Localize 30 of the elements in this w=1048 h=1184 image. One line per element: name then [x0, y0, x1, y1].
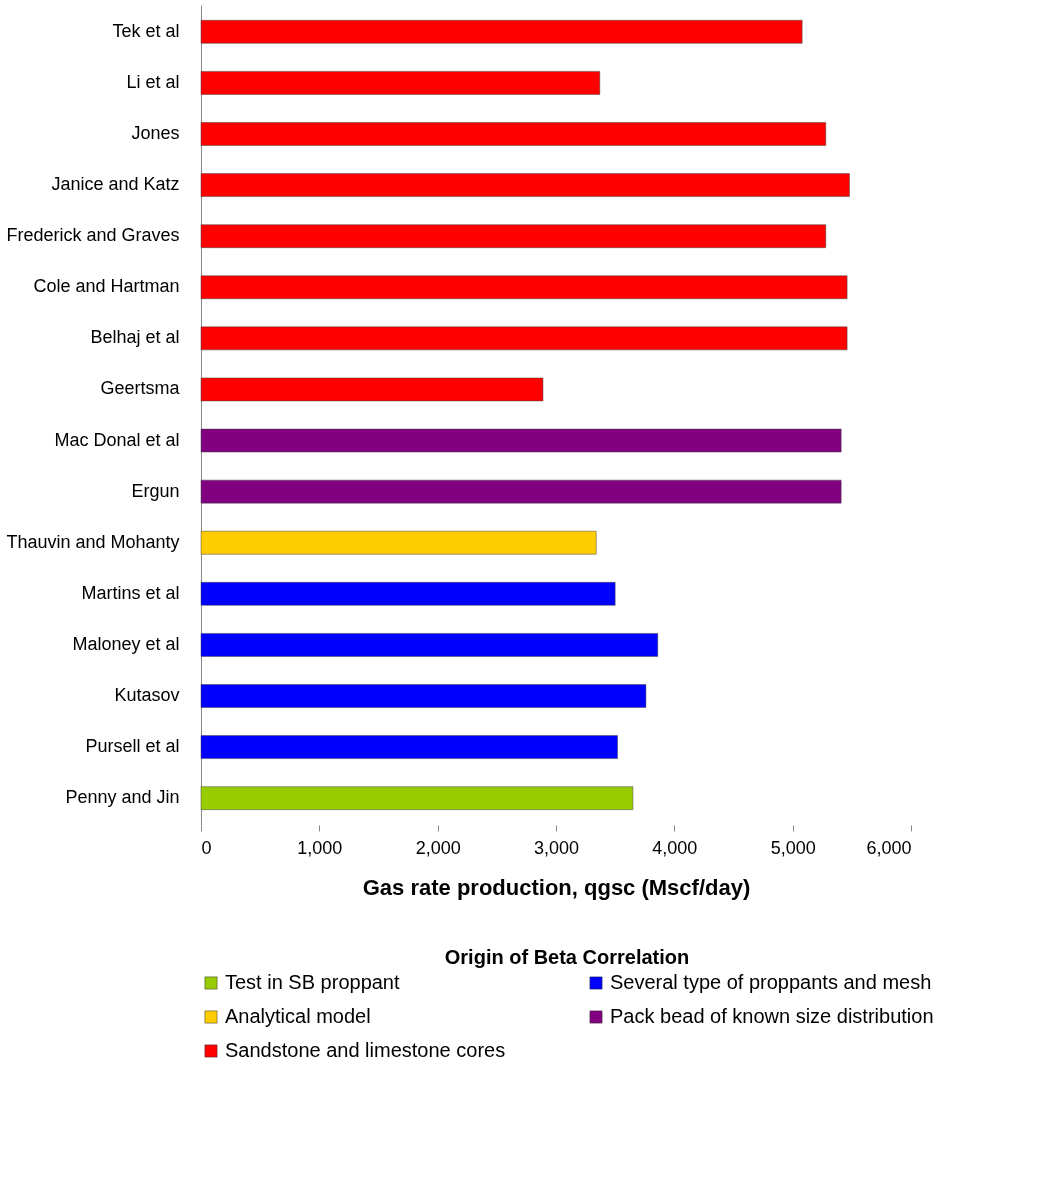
- y-tick-label: Thauvin and Mohanty: [6, 531, 180, 552]
- x-tick-label: 6,000: [866, 837, 912, 858]
- y-tick-label: Martins et al: [81, 582, 180, 603]
- x-axis-title: Gas rate production, qgsc (Mscf/day): [362, 874, 751, 900]
- x-tick-label: 2,000: [415, 837, 461, 858]
- y-tick-label: Maloney et al: [72, 633, 180, 654]
- y-tick-label: Pursell et al: [85, 736, 180, 757]
- x-tick-label: 0: [201, 837, 212, 858]
- x-tick-label: 5,000: [770, 837, 816, 858]
- y-tick-label: Cole and Hartman: [33, 276, 180, 297]
- y-tick-label: Penny and Jin: [65, 787, 180, 808]
- x-tick-label: 1,000: [297, 837, 343, 858]
- legend-title: Origin of Beta Correlation: [444, 946, 690, 968]
- y-tick-label: Jones: [131, 123, 180, 143]
- y-tick-label: Mac Donal et al: [54, 429, 180, 450]
- legend-label: Analytical model: [225, 1005, 371, 1027]
- y-tick-label: Geertsma: [100, 378, 181, 399]
- legend-label: Pack bead of known size distribution: [610, 1005, 934, 1027]
- y-tick-label: Belhaj et al: [90, 327, 180, 348]
- y-tick-label: Ergun: [131, 480, 180, 501]
- x-tick-label: 4,000: [652, 837, 698, 858]
- y-tick-label: Tek et al: [112, 20, 180, 41]
- y-tick-label: Frederick and Graves: [6, 225, 180, 246]
- y-tick-label: Li et al: [126, 71, 180, 92]
- legend-label: Several type of proppants and mesh: [610, 971, 932, 993]
- legend-label: Test in SB proppant: [225, 971, 400, 993]
- y-tick-label: Kutasov: [114, 685, 180, 705]
- legend-label: Sandstone and limestone cores: [225, 1039, 506, 1061]
- x-tick-label: 3,000: [533, 837, 580, 858]
- y-tick-label: Janice and Katz: [51, 174, 180, 195]
